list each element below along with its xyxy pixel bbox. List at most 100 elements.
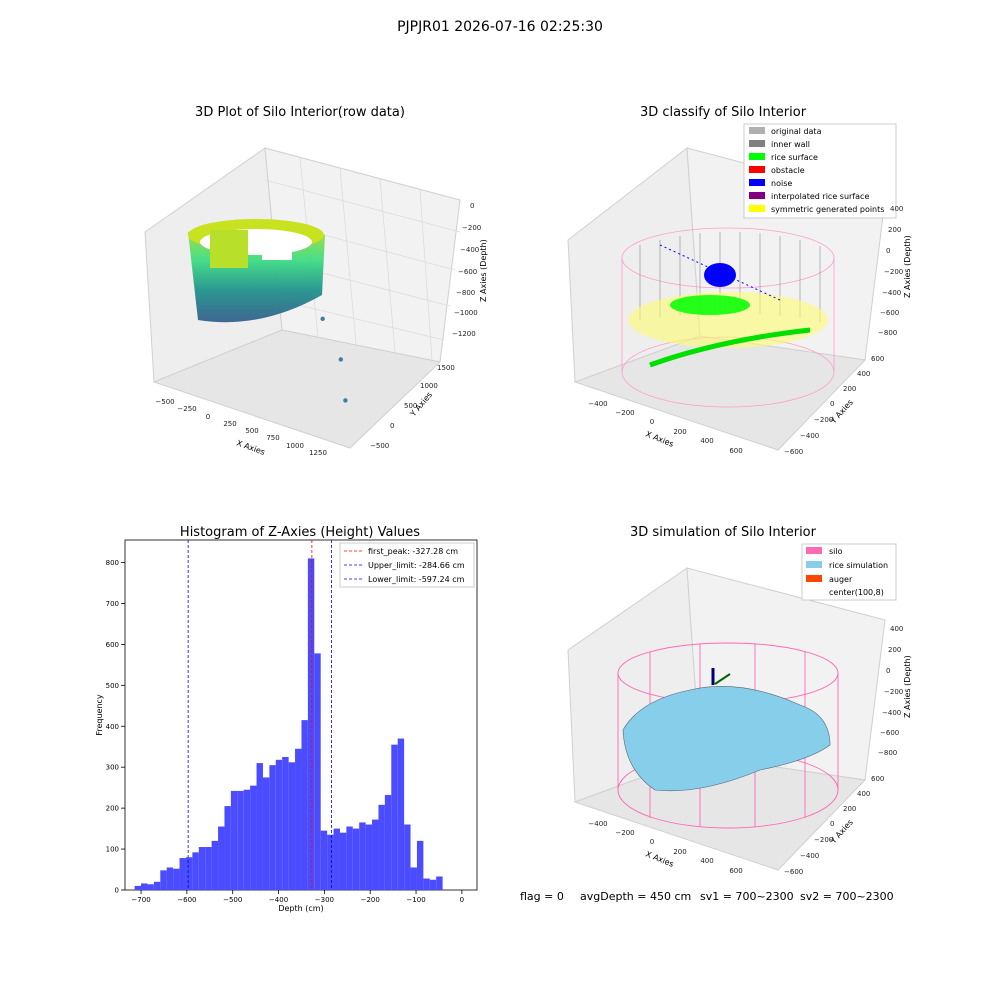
classify-ytick: −200 [814, 416, 833, 424]
panel-simulation: 3D simulation of Silo Interior silo rice… [567, 525, 912, 876]
sim-ztick: −600 [880, 729, 899, 737]
histogram-bar [141, 883, 148, 890]
sim-xtick: 0 [650, 838, 654, 846]
legend-label: inner wall [771, 140, 810, 149]
classify-ztick: 400 [890, 205, 903, 213]
histogram-bar [218, 826, 225, 890]
legend-swatch [749, 179, 765, 186]
histogram-bar [295, 748, 302, 890]
histogram-xtick-label: −600 [177, 896, 196, 904]
legend-label: silo [829, 547, 843, 556]
raw-xtick: 0 [206, 413, 210, 421]
histogram-yticks: 0 100 200 300 400 500 600 700 800 [106, 559, 125, 895]
histogram-bar [288, 762, 296, 890]
raw-outlier-point [338, 357, 343, 362]
sim-rice-surface [622, 686, 831, 792]
status-avg-depth: avgDepth = 450 cm [580, 890, 691, 903]
raw-outlier-point [320, 316, 325, 322]
legend-label: center(100,8) [829, 588, 884, 597]
histogram-ytick-label: 300 [106, 764, 119, 772]
sim-ztick: −400 [882, 709, 901, 717]
status-flag: flag = 0 [520, 890, 564, 903]
histogram-xtick-label: −400 [269, 896, 288, 904]
histogram-bar [378, 804, 385, 890]
panel-histogram: Histogram of Z-Axies (Height) Values −70… [95, 525, 478, 913]
raw-xtick: 1250 [309, 449, 327, 457]
classify-ytick: 400 [857, 370, 870, 378]
classify-ytick: −400 [800, 432, 819, 440]
histogram-bar [166, 867, 174, 890]
legend-label: noise [771, 179, 792, 188]
histogram-bar [384, 795, 392, 890]
histogram-bar [153, 881, 161, 890]
legend-label: Upper_limit: -284.66 cm [368, 561, 465, 570]
panel-classify: 3D classify of Silo Interior [567, 105, 912, 456]
histogram-ytick-label: 0 [115, 887, 119, 895]
histogram-bar [397, 738, 405, 890]
classify-xtick: 600 [729, 447, 742, 455]
histogram-title: Histogram of Z-Axies (Height) Values [180, 525, 420, 540]
histogram-bar [160, 870, 167, 890]
legend-label: Lower_limit: -597.24 cm [368, 575, 465, 584]
histogram-ytick-label: 200 [106, 805, 119, 813]
histogram-bar [198, 847, 206, 890]
histogram-bar [372, 819, 379, 890]
histogram-bar [359, 822, 366, 890]
histogram-ytick-label: 600 [106, 641, 119, 649]
legend-swatch [806, 575, 822, 582]
histogram-bar [185, 857, 193, 890]
histogram-xtick-label: −700 [131, 896, 150, 904]
histogram-bar [410, 867, 417, 890]
sim-ytick: −400 [800, 852, 819, 860]
histogram-bar [436, 876, 443, 890]
histogram-bar [282, 756, 289, 890]
histogram-bars [134, 558, 443, 890]
histogram-bar [333, 828, 340, 890]
legend-swatch [749, 140, 765, 147]
sim-ytick: 200 [843, 805, 856, 813]
sim-xtick: 400 [700, 857, 713, 865]
sim-ztick: −200 [884, 688, 903, 696]
sim-ytick: −600 [784, 868, 803, 876]
histogram-bar [404, 824, 411, 890]
sim-ztick: 0 [886, 667, 890, 675]
histogram-bar [211, 840, 219, 890]
panel-raw-title: 3D Plot of Silo Interior(row data) [195, 105, 405, 120]
legend-swatch [749, 192, 765, 199]
raw-xlabel: X Axies [235, 438, 266, 457]
simulation-legend: silo rice simulation auger center(100,8) [801, 543, 897, 601]
histogram-bar [250, 785, 257, 890]
histogram-bar [205, 847, 212, 890]
legend-label: rice surface [771, 153, 818, 162]
classify-xtick: 0 [650, 418, 654, 426]
raw-ztick: −400 [460, 246, 479, 254]
classify-xtick: −200 [615, 409, 634, 417]
histogram-xtick-label: −200 [361, 896, 380, 904]
classify-ytick: 600 [871, 355, 884, 363]
legend-label: rice simulation [829, 561, 888, 570]
histogram-bar [307, 558, 315, 890]
histogram-bar [314, 653, 321, 890]
histogram-bar [416, 840, 424, 890]
sim-xtick: −200 [615, 829, 634, 837]
panel-simulation-title: 3D simulation of Silo Interior [630, 525, 817, 540]
histogram-bar [256, 763, 263, 890]
raw-outlier-points [320, 316, 348, 403]
legend-label: auger [829, 575, 853, 584]
histogram-bar [346, 826, 353, 890]
histogram-xlabel: Depth (cm) [278, 904, 323, 913]
histogram-xtick-label: −100 [406, 896, 425, 904]
legend-label: symmetric generated points [771, 205, 884, 214]
raw-outlier-point [343, 398, 348, 403]
histogram-bar [237, 790, 244, 890]
raw-ytick: 0 [390, 422, 394, 430]
histogram-xticks: −700 −600 −500 −400 −300 −200 −100 0 [131, 890, 464, 904]
raw-ytick: 1000 [420, 382, 438, 390]
histogram-bar [429, 879, 437, 890]
sim-auger [711, 668, 731, 685]
sim-ytick: 0 [830, 820, 834, 828]
histogram-bar [269, 765, 276, 890]
histogram-xtick-label: −300 [315, 896, 334, 904]
legend-label: original data [771, 127, 822, 136]
raw-ztick: −600 [458, 268, 477, 276]
